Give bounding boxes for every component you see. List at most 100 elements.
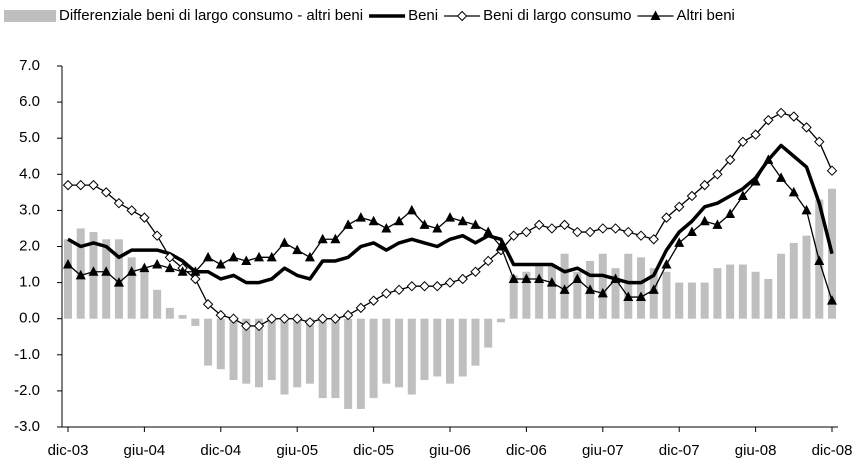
- triangle-marker: [648, 284, 659, 294]
- bar: [216, 318, 225, 370]
- y-tick-label: 4.0: [19, 165, 40, 182]
- diamond-marker: [635, 230, 647, 241]
- x-tick-label: giu-07: [582, 442, 624, 459]
- diamond-marker: [342, 309, 354, 321]
- bar: [777, 253, 786, 319]
- bar: [102, 239, 111, 319]
- x-tick-label: giu-05: [276, 442, 318, 459]
- triangle-marker: [88, 266, 99, 276]
- y-tick-label: -3.0: [14, 418, 40, 435]
- bar: [458, 318, 467, 377]
- legend-marker: [650, 10, 661, 20]
- x-tick-label: dic-06: [506, 442, 547, 459]
- diamond-marker: [291, 313, 303, 324]
- diamond-marker: [763, 114, 774, 126]
- diamond-marker: [470, 266, 481, 277]
- triangle-marker: [827, 295, 837, 305]
- diamond-marker: [724, 154, 736, 166]
- diamond-marker: [737, 136, 749, 148]
- diamond-marker: [279, 313, 290, 324]
- bar: [395, 318, 404, 388]
- diamond-marker: [368, 295, 379, 306]
- diamond-marker: [546, 223, 558, 234]
- triangle-marker: [419, 219, 430, 229]
- diamond-marker: [788, 111, 800, 122]
- diamond-marker: [202, 299, 214, 310]
- bar: [700, 282, 709, 319]
- diamond-marker: [228, 313, 239, 324]
- bar: [64, 239, 72, 319]
- bar: [204, 318, 213, 366]
- triangle-marker: [725, 208, 736, 219]
- triangle-marker: [152, 259, 163, 269]
- triangle-marker: [750, 176, 761, 186]
- triangle-marker: [113, 277, 124, 287]
- bar: [127, 257, 136, 319]
- bar: [344, 318, 353, 409]
- bar: [662, 271, 671, 319]
- diamond-marker: [139, 212, 150, 223]
- diamond-marker: [508, 230, 519, 241]
- bar: [280, 318, 289, 395]
- y-tick-label: 6.0: [19, 93, 40, 110]
- diamond-marker: [584, 226, 596, 238]
- triangle-marker: [343, 219, 354, 229]
- bar: [738, 264, 747, 319]
- diamond-marker: [457, 273, 468, 285]
- bar: [318, 318, 327, 399]
- legend-label: Beni di largo consumo: [483, 7, 631, 24]
- bar: [611, 268, 620, 319]
- diamond-marker: [100, 187, 112, 198]
- diamond-marker: [266, 313, 277, 324]
- triangle-marker: [814, 255, 825, 265]
- diamond-marker: [406, 281, 418, 292]
- triangle-marker: [406, 204, 417, 215]
- x-tick-label: dic-05: [353, 442, 394, 459]
- bar: [522, 271, 531, 319]
- triangle-marker: [572, 273, 583, 283]
- triangle-marker: [597, 287, 608, 298]
- bar: [331, 318, 340, 399]
- triangle-marker: [737, 190, 748, 200]
- triangle-marker: [483, 226, 494, 237]
- triangle-marker: [381, 222, 392, 233]
- triangle-marker: [763, 154, 774, 164]
- bar: [675, 282, 684, 319]
- y-tick-label: -2.0: [14, 382, 40, 399]
- bar: [140, 268, 149, 319]
- triangle-marker: [203, 251, 214, 262]
- diamond-marker: [75, 179, 86, 191]
- triangle-marker: [394, 215, 405, 226]
- diamond-marker: [712, 169, 723, 180]
- bar: [369, 318, 378, 399]
- triangle-marker: [75, 269, 86, 280]
- triangle-marker: [292, 244, 303, 255]
- x-tick-label: giu-06: [429, 442, 471, 459]
- triangle-marker: [101, 266, 112, 276]
- triangle-marker: [304, 251, 315, 262]
- diamond-marker: [533, 219, 545, 231]
- triangle-marker: [126, 266, 137, 276]
- triangle-marker: [661, 259, 672, 269]
- y-tick-label: 1.0: [19, 274, 40, 291]
- diamond-marker: [432, 281, 443, 292]
- diamond-marker: [253, 320, 265, 332]
- triangle-marker: [190, 266, 201, 276]
- diamond-marker: [393, 284, 405, 296]
- diamond-marker: [572, 226, 583, 238]
- diamond-marker: [190, 273, 201, 285]
- x-tick-label: giu-04: [124, 442, 166, 459]
- bar: [255, 318, 263, 388]
- diamond-marker: [164, 252, 176, 263]
- y-tick-label: 3.0: [19, 201, 40, 218]
- triangle-marker: [266, 251, 277, 262]
- bar: [305, 318, 314, 384]
- diamond-marker: [699, 179, 710, 191]
- triangle-marker: [776, 172, 787, 182]
- bar: [446, 318, 454, 384]
- diamond-marker: [126, 205, 137, 216]
- diamond-marker: [88, 179, 99, 191]
- x-tick-label: dic-08: [812, 442, 853, 459]
- diamond-marker: [62, 179, 74, 191]
- triangle-marker: [559, 284, 570, 294]
